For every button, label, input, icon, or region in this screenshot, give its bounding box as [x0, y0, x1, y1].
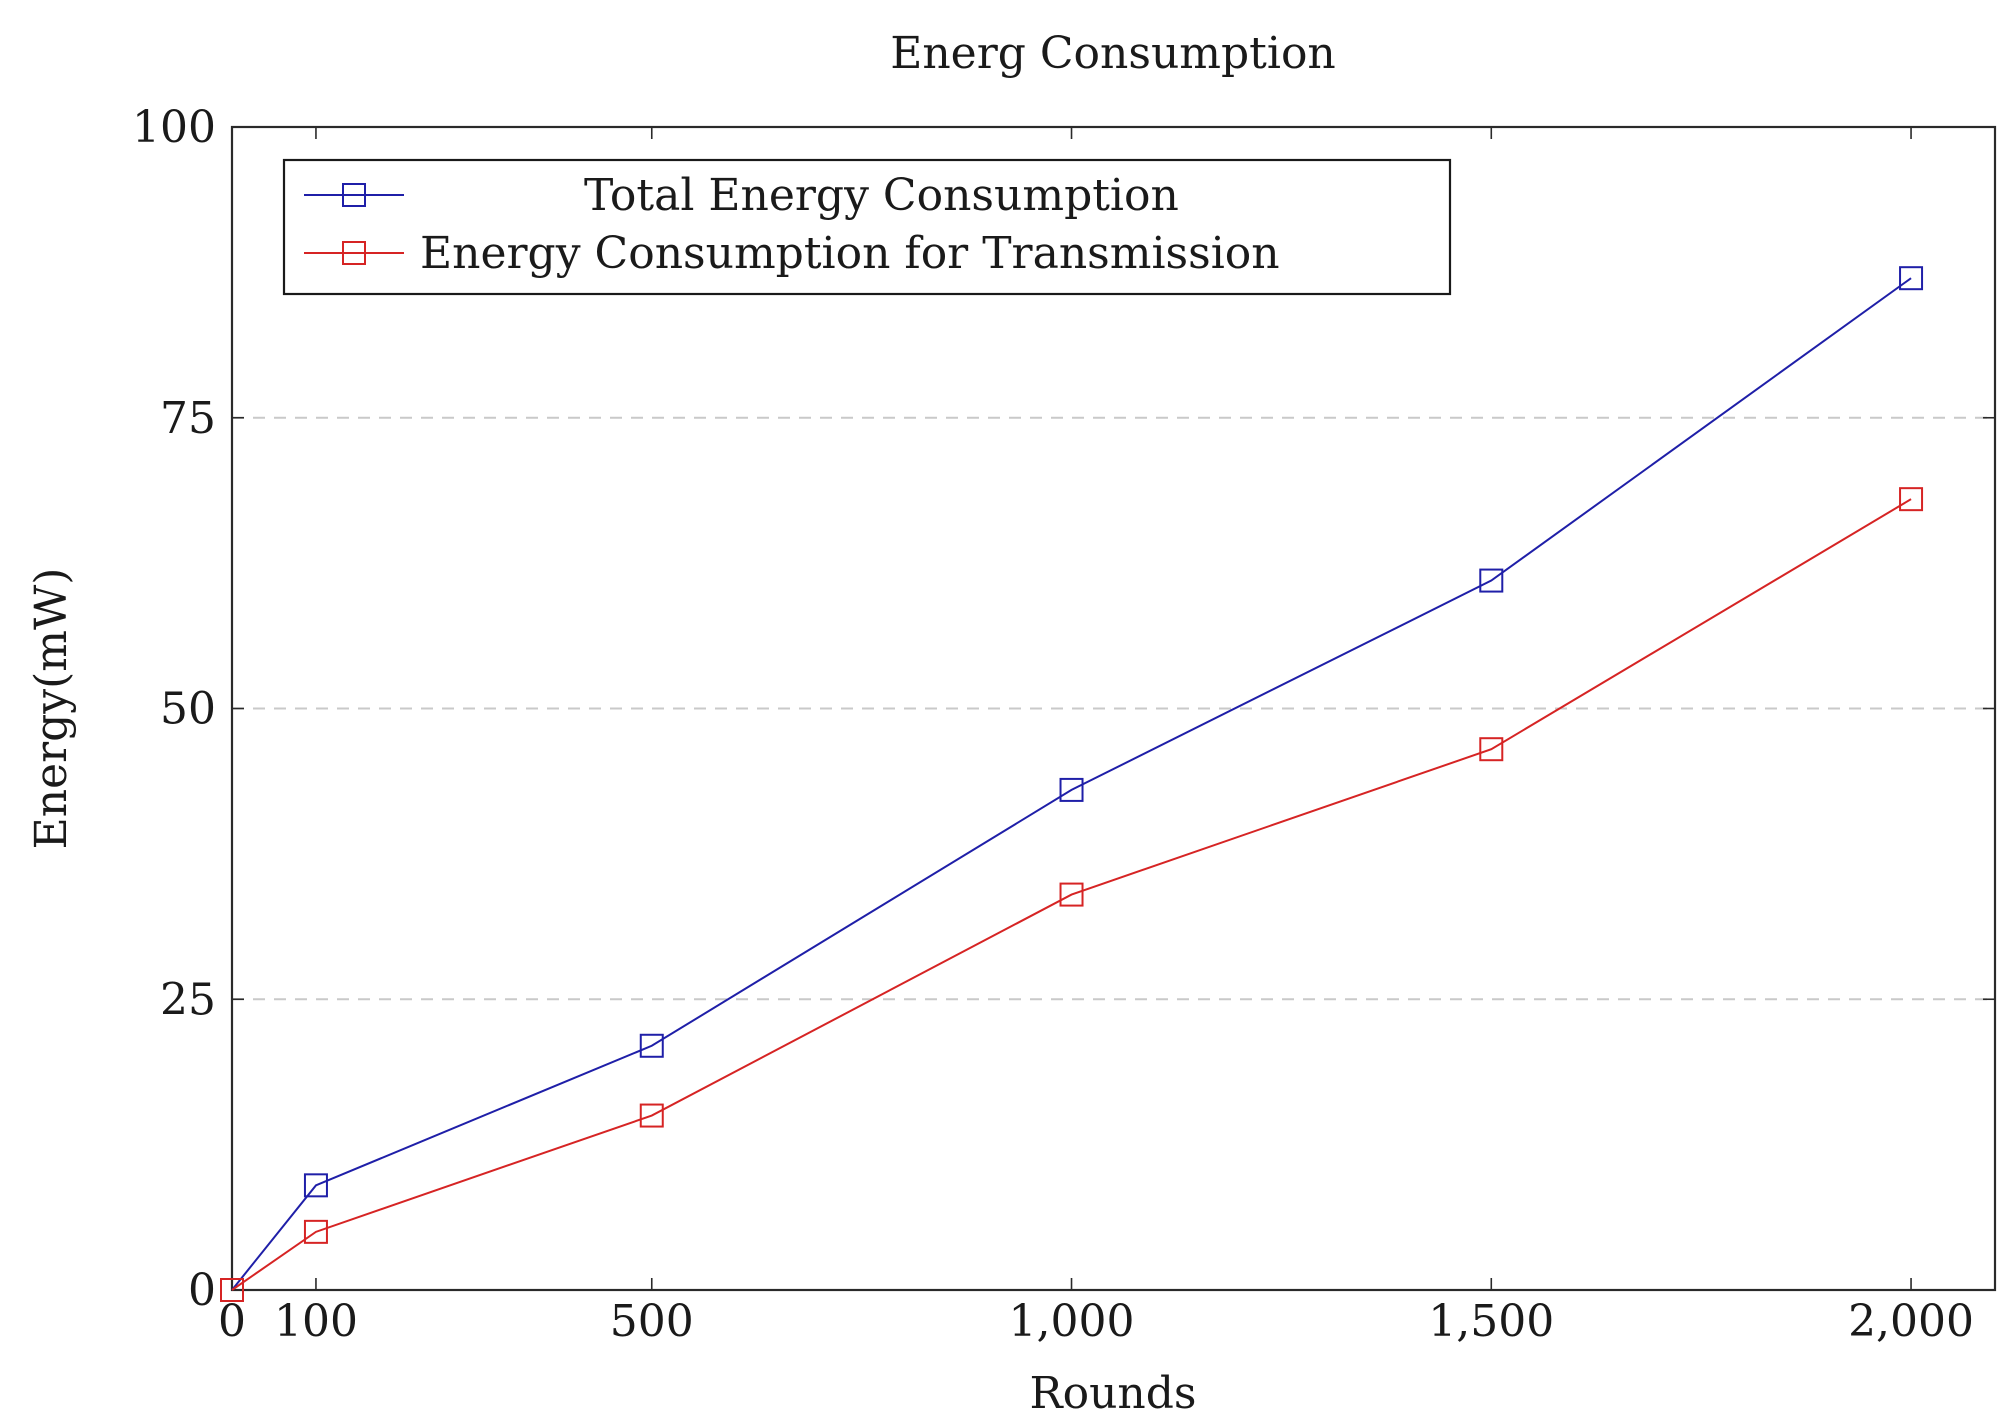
x-tick-label: 100: [274, 1296, 358, 1347]
legend-box: [282, 158, 1452, 296]
data-point-marker: [1479, 737, 1504, 762]
legend-label: Energy Consumption for Transmission: [420, 228, 1280, 279]
y-tick-label: 50: [160, 684, 216, 735]
data-point-marker: [1899, 487, 1924, 512]
axis-ticks: 0 100 500 1,000 1,500 2,000 0 25 50 75 100: [132, 102, 1995, 1347]
x-tick-label: 1,000: [1009, 1296, 1135, 1347]
y-tick-label: 0: [188, 1265, 216, 1316]
series-line: [231, 277, 1912, 1291]
data-point-marker: [1059, 882, 1084, 907]
x-tick-label: 0: [218, 1296, 246, 1347]
y-axis-title: Energy(mW): [26, 568, 77, 850]
data-point-marker: [639, 1103, 664, 1128]
x-tick-label: 500: [610, 1296, 694, 1347]
series-layer: [220, 266, 1924, 1302]
data-point-marker: [1899, 266, 1924, 291]
legend-entry-2: Energy Consumption for Transmission: [304, 228, 1280, 279]
legend-marker-swatch: [342, 241, 366, 265]
legend-entries: Total Energy Consumption Energy Consumpti…: [304, 170, 1280, 279]
data-point-marker: [639, 1033, 664, 1058]
series-line: [231, 498, 1912, 1291]
series-2: [220, 487, 1924, 1302]
data-point-marker: [1479, 568, 1504, 593]
legend-marker-swatch: [342, 183, 366, 207]
data-point-marker: [220, 1278, 244, 1302]
legend: Total Energy Consumption Energy Consumpti…: [282, 158, 1452, 296]
data-point-marker: [303, 1173, 328, 1198]
legend-label: Total Energy Consumption: [584, 170, 1179, 221]
y-tick-label: 75: [160, 393, 216, 444]
series-1: [220, 266, 1924, 1302]
x-tick-label: 2,000: [1848, 1296, 1974, 1347]
data-point-marker: [1059, 777, 1084, 802]
y-tick-label: 25: [160, 974, 216, 1025]
chart-title: Energ Consumption: [890, 28, 1336, 79]
x-axis-title: Rounds: [1029, 1368, 1196, 1419]
y-tick-label: 100: [132, 102, 216, 153]
x-tick-label: 1,500: [1428, 1296, 1554, 1347]
legend-entry-1: Total Energy Consumption: [304, 170, 1179, 221]
data-point-marker: [303, 1219, 328, 1244]
